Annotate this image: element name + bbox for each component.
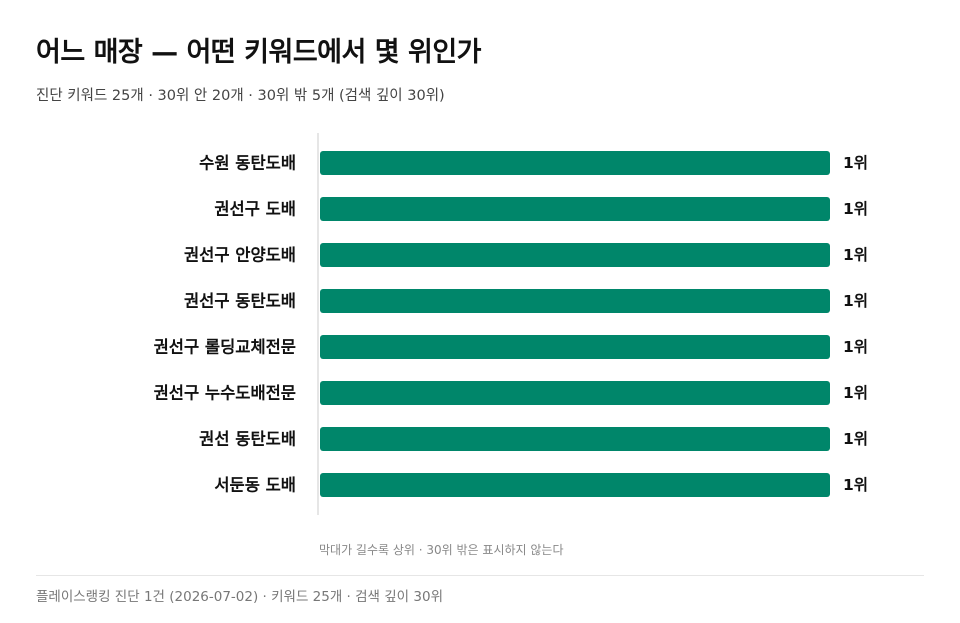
rank-value-label: 1위 (843, 154, 868, 172)
category-label: 서둔동 도배 (214, 476, 296, 495)
rank-bar (320, 243, 830, 267)
page-title: 어느 매장 — 어떤 키워드에서 몇 위인가 (36, 37, 482, 68)
rank-bar (320, 197, 830, 221)
rank-bar (320, 473, 830, 497)
category-label: 권선구 안양도배 (184, 246, 296, 265)
footer-divider (36, 575, 924, 576)
rank-bar (320, 151, 830, 175)
category-label: 권선구 롤딩교체전문 (154, 338, 296, 357)
rank-value-label: 1위 (843, 384, 868, 402)
category-label: 수원 동탄도배 (199, 154, 296, 173)
rank-bar (320, 335, 830, 359)
rank-value-label: 1위 (843, 246, 868, 264)
rank-value-label: 1위 (843, 430, 868, 448)
category-label: 권선구 도배 (214, 200, 296, 219)
rank-value-label: 1위 (843, 200, 868, 218)
rank-bar (320, 427, 830, 451)
rank-value-label: 1위 (843, 476, 868, 494)
rank-bar (320, 289, 830, 313)
category-label: 권선구 누수도배전문 (154, 384, 296, 403)
category-label: 권선구 동탄도배 (184, 292, 296, 311)
rank-value-label: 1위 (843, 292, 868, 310)
rank-bar (320, 381, 830, 405)
chart-note: 막대가 길수록 상위 · 30위 밖은 표시하지 않는다 (319, 543, 564, 557)
page-subtitle: 진단 키워드 25개 · 30위 안 20개 · 30위 밖 5개 (검색 깊이… (36, 88, 445, 104)
rank-value-label: 1위 (843, 338, 868, 356)
page-footer: 플레이스랭킹 진단 1건 (2026-07-02) · 키워드 25개 · 검색… (36, 589, 443, 605)
category-label: 권선 동탄도배 (199, 430, 296, 449)
